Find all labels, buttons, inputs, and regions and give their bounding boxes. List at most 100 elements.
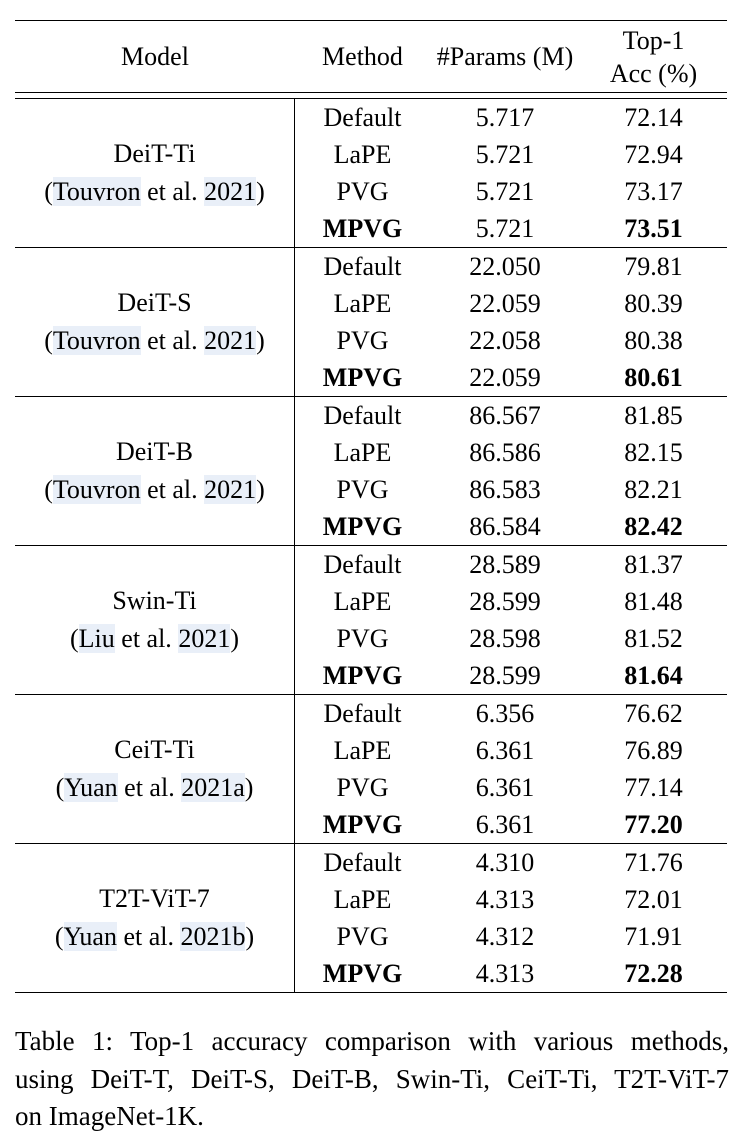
params-cell: 6.356 [475,698,535,728]
table-row: LaPE 6.361 76.89 [295,732,727,769]
params-cell: 5.721 [475,213,535,243]
citation-etal: et al. [114,624,179,653]
table-row: MPVG 6.361 77.20 [295,806,727,843]
params-cell: 5.721 [475,176,535,206]
citation-open-paren: ( [44,177,53,206]
table-row: LaPE 5.721 72.94 [295,136,727,173]
acc-cell: 73.17 [624,176,683,206]
header-method: Method [322,41,403,71]
acc-cell: 80.38 [624,325,683,355]
method-cell: LaPE [333,288,392,318]
method-cell: MPVG [322,958,403,988]
citation-close-paren: ) [256,177,265,206]
params-cell: 5.721 [475,139,535,169]
citation-etal: et al. [140,326,205,355]
table-row: LaPE 4.313 72.01 [295,881,727,918]
acc-cell: 81.85 [624,400,683,430]
acc-cell: 77.20 [624,809,683,839]
header-model: Model [121,41,189,71]
citation-author-link[interactable]: Yuan [63,922,117,951]
citation-year-link[interactable]: 2021b [180,922,246,951]
method-rows: Default 86.567 81.85 LaPE 86.586 82.15 PVG 86.5… [295,397,727,545]
method-cell: MPVG [322,660,403,690]
acc-cell: 71.91 [624,921,683,951]
citation-close-paren: ) [230,624,239,653]
table-row: LaPE 22.059 80.39 [295,285,727,322]
citation-author-link[interactable]: Touvron [52,177,141,206]
table-row: PVG 22.058 80.38 [295,322,727,359]
method-cell: Default [323,847,402,877]
method-cell: LaPE [333,586,392,616]
method-cell: PVG [336,623,389,653]
acc-cell: 72.94 [624,139,683,169]
table-row: MPVG 4.313 72.28 [295,955,727,992]
table-row: Default 4.310 71.76 [295,844,727,881]
header-double-rule [15,92,727,99]
params-cell: 22.059 [469,362,541,392]
table-caption: Table 1: Top-1 accuracy comparison with … [15,1023,729,1136]
caption-line: Table 1: Top-1 accuracy comparison with … [15,1026,729,1056]
params-cell: 28.589 [469,549,541,579]
method-cell: Default [323,251,402,281]
method-cell: MPVG [322,809,403,839]
method-cell: Default [323,698,402,728]
method-cell: LaPE [333,735,392,765]
params-cell: 86.584 [469,511,541,541]
citation-year-link[interactable]: 2021a [181,773,245,802]
model-cell: DeiT-B (Touvron et al. 2021) [15,397,295,545]
model-group: Swin-Ti (Liu et al. 2021) Default 28.589 81.… [15,546,727,695]
model-citation: (Liu et al. 2021) [70,620,239,658]
table-row: Default 22.050 79.81 [295,248,727,285]
citation-year-link[interactable]: 2021 [204,177,257,206]
citation-author-link[interactable]: Touvron [52,475,141,504]
citation-year-link[interactable]: 2021 [204,475,257,504]
citation-author-link[interactable]: Yuan [64,773,118,802]
acc-cell: 80.39 [624,288,683,318]
citation-year-link[interactable]: 2021 [178,624,231,653]
acc-cell: 82.42 [624,511,683,541]
citation-etal: et al. [140,177,205,206]
method-cell: PVG [336,325,389,355]
table-top-rule [15,20,727,21]
header-params: #Params (M) [436,41,574,71]
citation-open-paren: ( [54,922,64,951]
table-header-row: Model Method #Params (M) Top-1 Acc (%) [15,21,727,92]
method-cell: MPVG [322,213,403,243]
table-row: PVG 5.721 73.17 [295,173,727,210]
acc-cell: 72.28 [624,958,683,988]
method-rows: Default 4.310 71.76 LaPE 4.313 72.01 PVG 4.312 7… [295,844,727,992]
model-citation: (Yuan et al. 2021b) [55,918,254,956]
params-cell: 86.586 [469,437,541,467]
model-name: DeiT-S [117,288,192,317]
citation-author-link[interactable]: Touvron [52,326,141,355]
params-cell: 5.717 [475,102,535,132]
table-row: Default 6.356 76.62 [295,695,727,732]
citation-etal: et al. [117,773,182,802]
method-cell: PVG [336,772,389,802]
acc-cell: 77.14 [624,772,683,802]
params-cell: 6.361 [475,809,535,839]
citation-year-link[interactable]: 2021 [204,326,257,355]
model-group: DeiT-B (Touvron et al. 2021) Default 86.567… [15,397,727,546]
acc-cell: 81.64 [624,660,683,690]
table-row: MPVG 86.584 82.42 [295,508,727,545]
citation-etal: et al. [140,475,205,504]
model-citation: (Touvron et al. 2021) [44,322,265,360]
model-cell: DeiT-Ti (Touvron et al. 2021) [15,99,295,247]
model-group: T2T-ViT-7 (Yuan et al. 2021b) Default 4.310… [15,844,727,993]
model-name: CeiT-Ti [114,735,195,764]
acc-cell: 76.89 [624,735,683,765]
acc-cell: 80.61 [624,362,683,392]
params-cell: 4.313 [475,958,535,988]
method-rows: Default 22.050 79.81 LaPE 22.059 80.39 PVG 22.0… [295,248,727,396]
table-row: Default 86.567 81.85 [295,397,727,434]
citation-author-link[interactable]: Liu [78,624,115,653]
caption-line: using DeiT-T, DeiT-S, DeiT-B, Swin-Ti, C… [15,1063,729,1094]
method-cell: PVG [336,176,389,206]
acc-cell: 71.76 [624,847,683,877]
model-name: T2T-ViT-7 [99,884,210,913]
acc-cell: 79.81 [624,251,683,281]
params-cell: 86.583 [469,474,541,504]
acc-cell: 72.01 [624,884,683,914]
model-group: CeiT-Ti (Yuan et al. 2021a) Default 6.356 76… [15,695,727,844]
